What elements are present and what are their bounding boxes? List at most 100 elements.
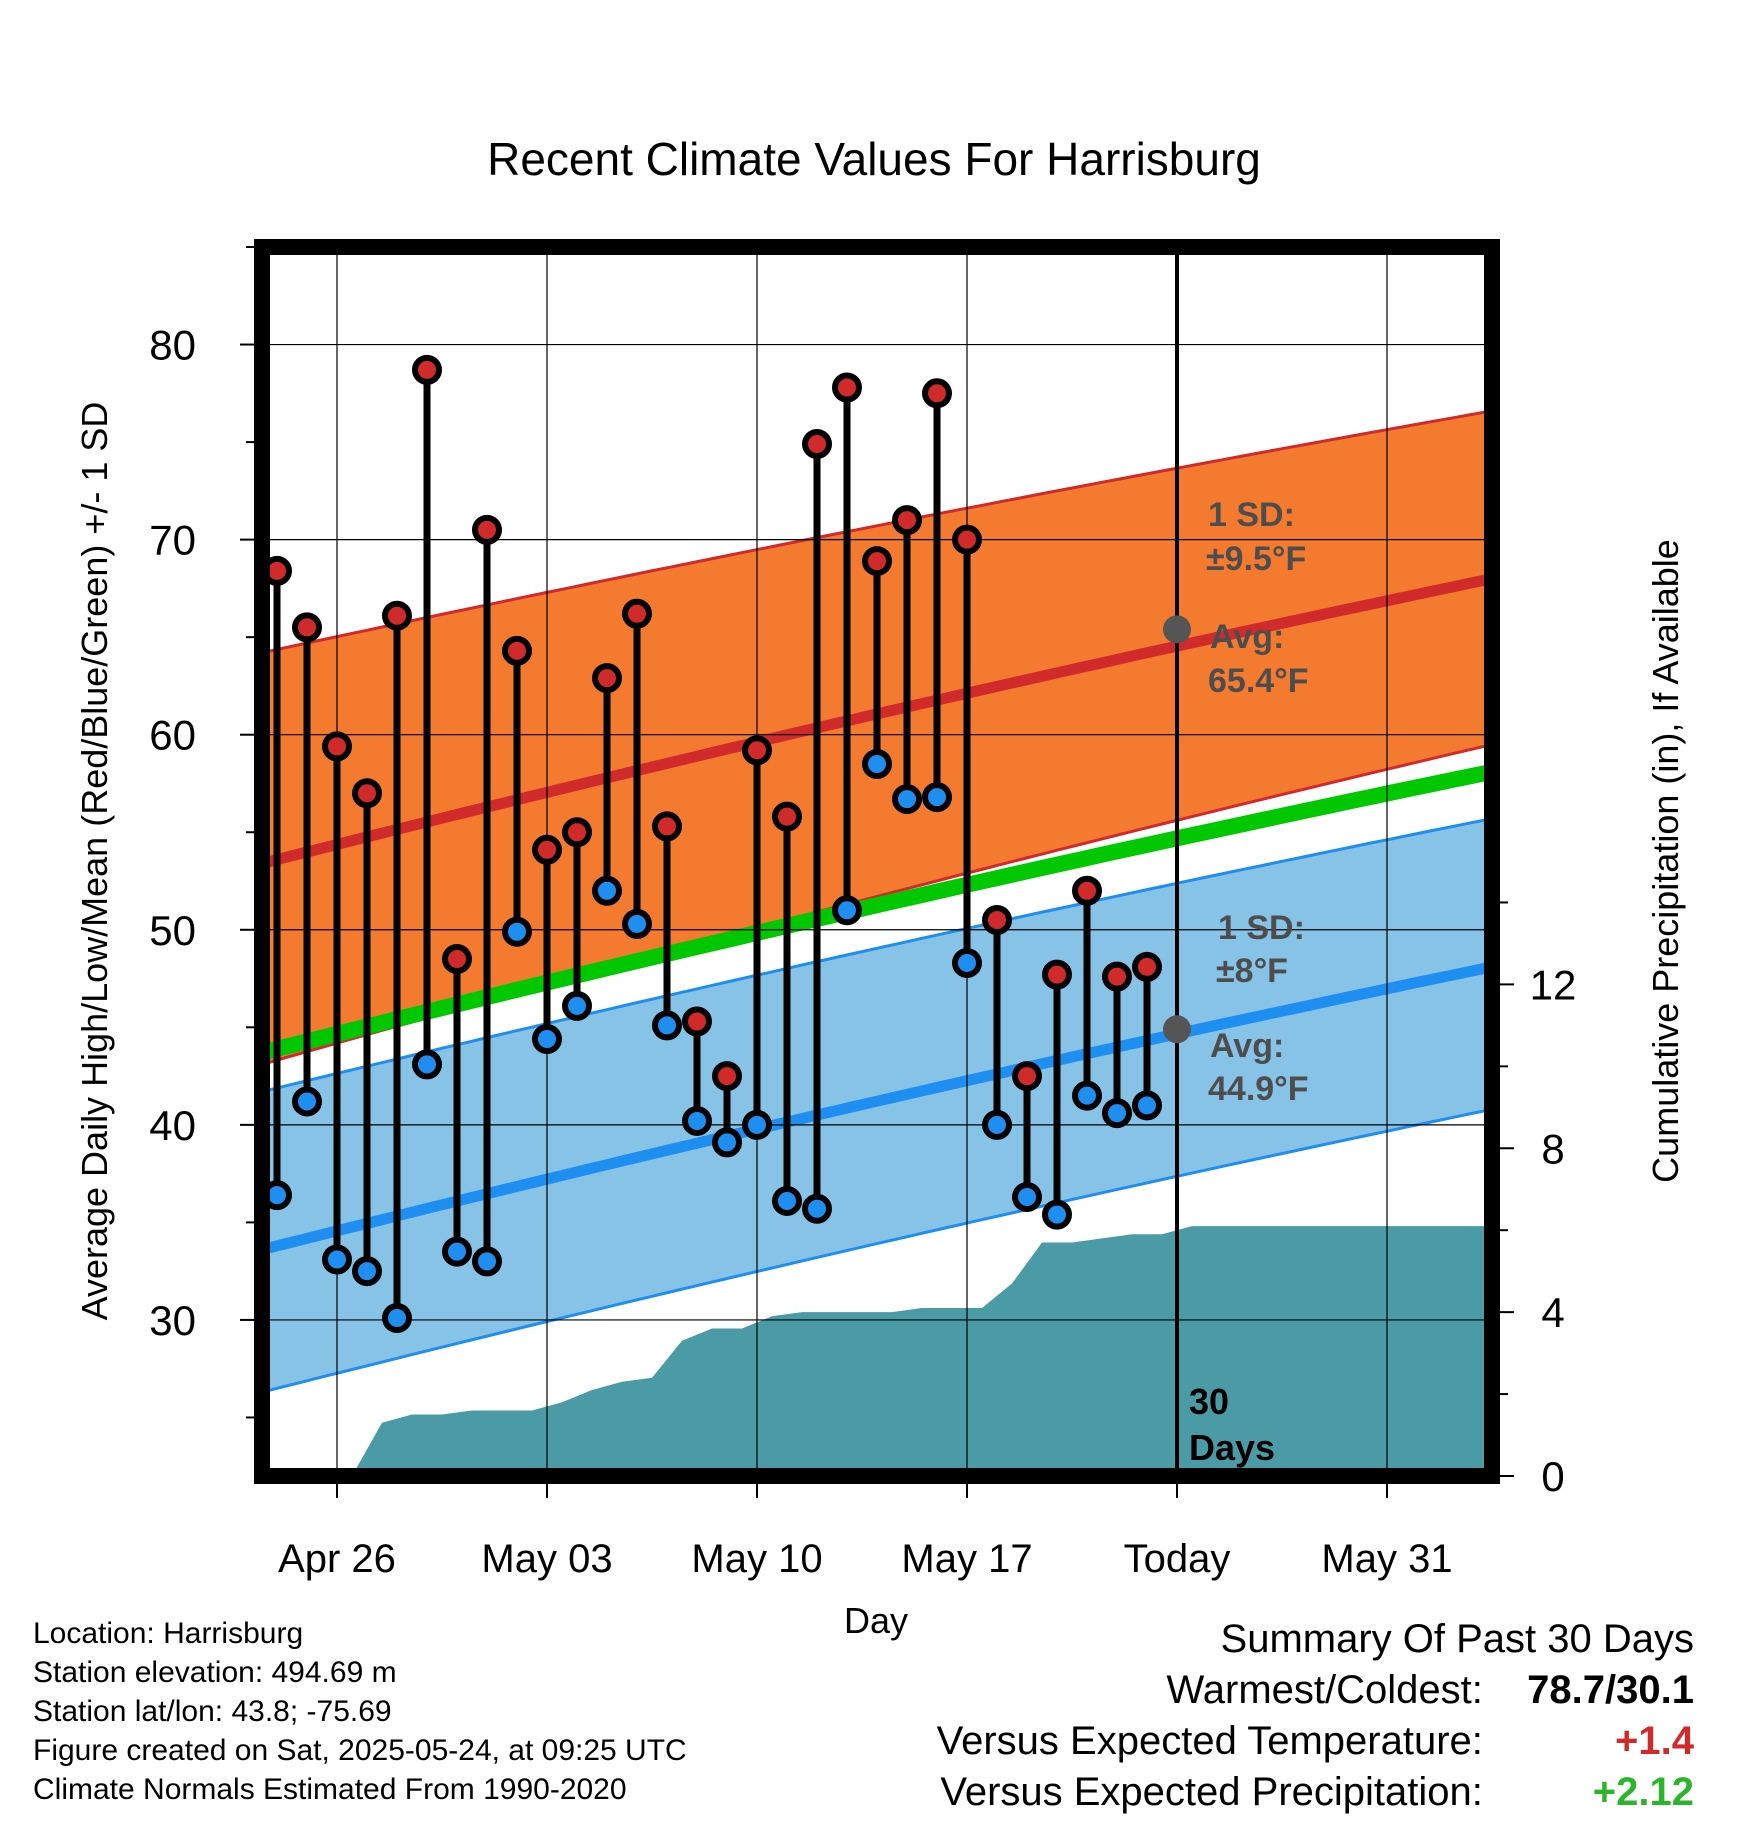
high-temp-point bbox=[622, 598, 652, 629]
precipitation-area bbox=[322, 1226, 1492, 1476]
x-tick-label: May 17 bbox=[901, 1537, 1032, 1581]
low-temp-point bbox=[922, 782, 952, 813]
low-temp-point bbox=[1012, 1182, 1042, 1213]
low-temp-point bbox=[592, 875, 622, 906]
y-axis-label: Average Daily High/Low/Mean (Red/Blue/Gr… bbox=[74, 402, 115, 1321]
precip-value: +2.12 bbox=[1592, 1770, 1694, 1814]
low-temp-point bbox=[682, 1105, 712, 1136]
low-temp-point bbox=[862, 748, 892, 779]
normals-text: Climate Normals Estimated From 1990-2020 bbox=[33, 1773, 627, 1806]
low-temp-point bbox=[952, 947, 982, 978]
high-temp-point bbox=[502, 635, 532, 666]
warmest-value: 78.7/30.1 bbox=[1527, 1668, 1694, 1712]
high-temp-point bbox=[382, 600, 412, 631]
summary-panel: Summary Of Past 30 Days Warmest/Coldest:… bbox=[937, 1614, 1694, 1818]
low-temp-point bbox=[652, 1010, 682, 1041]
low-temp-point bbox=[562, 990, 592, 1021]
y-tick-label: 50 bbox=[149, 907, 196, 954]
y2-tick-label: 8 bbox=[1541, 1125, 1564, 1172]
high-temp-point bbox=[592, 663, 622, 694]
low-temp-point bbox=[382, 1302, 412, 1333]
x-tick-label: May 03 bbox=[481, 1537, 612, 1581]
high-temp-point bbox=[1012, 1061, 1042, 1092]
low-temp-point bbox=[772, 1185, 802, 1216]
low-temp-point bbox=[1042, 1199, 1072, 1230]
high-temp-point bbox=[532, 834, 562, 865]
low-temp-point bbox=[712, 1127, 742, 1158]
y-tick-label: 80 bbox=[149, 322, 196, 369]
temp-row: Versus Expected Temperature: +1.4 bbox=[937, 1716, 1694, 1767]
high-temp-point bbox=[1072, 875, 1102, 906]
high-temp-point bbox=[832, 372, 862, 403]
low-sd-value: ±8°F bbox=[1216, 952, 1288, 990]
y-tick-label: 70 bbox=[149, 517, 196, 564]
high-temp-point bbox=[442, 944, 472, 975]
y-tick-label: 30 bbox=[149, 1297, 196, 1344]
location-text: Location: Harrisburg bbox=[33, 1617, 304, 1650]
temp-label: Versus Expected Temperature: bbox=[936, 1719, 1483, 1763]
mean-normal-line bbox=[262, 763, 1492, 1061]
high-temp-point bbox=[922, 378, 952, 409]
y2-tick-label: 4 bbox=[1541, 1289, 1564, 1336]
low-temp-point bbox=[352, 1256, 382, 1287]
precip-label: Versus Expected Precipitation: bbox=[940, 1770, 1483, 1814]
high-temp-point bbox=[292, 612, 322, 643]
high-temp-point bbox=[652, 811, 682, 842]
x-axis-label: Day bbox=[844, 1600, 908, 1641]
low-temp-point bbox=[1132, 1090, 1162, 1121]
high-temp-point bbox=[1042, 959, 1072, 990]
low-sd-label: 1 SD: bbox=[1218, 909, 1305, 947]
high-temp-point bbox=[772, 801, 802, 832]
high-temp-point bbox=[352, 778, 382, 809]
x-tick-label: Today bbox=[1124, 1537, 1231, 1581]
low-temp-point bbox=[622, 908, 652, 939]
low-temp-point bbox=[742, 1109, 772, 1140]
chart-title: Recent Climate Values For Harrisburg bbox=[487, 133, 1261, 185]
low-temp-point bbox=[1072, 1080, 1102, 1111]
low-temp-point bbox=[472, 1246, 502, 1277]
today-label: 30 bbox=[1189, 1381, 1229, 1422]
low-temp-point bbox=[442, 1236, 472, 1267]
data-marks bbox=[262, 354, 1162, 1333]
temp-value: +1.4 bbox=[1615, 1719, 1694, 1763]
high-temp-point bbox=[322, 731, 352, 762]
elevation-text: Station elevation: 494.69 m bbox=[33, 1656, 397, 1689]
plot-area: 30 Days 1 SD: ±9.5°F Avg: 65.4°F 1 SD: ±8°F Avg:… bbox=[262, 247, 1492, 1476]
y-tick-label: 60 bbox=[149, 712, 196, 759]
low-temp-point bbox=[982, 1109, 1012, 1140]
high-temp-point bbox=[892, 505, 922, 536]
plot-frame bbox=[254, 239, 1500, 1484]
low-temp-point bbox=[412, 1049, 442, 1080]
high-temp-point bbox=[742, 735, 772, 766]
created-text: Figure created on Sat, 2025-05-24, at 09… bbox=[33, 1734, 687, 1767]
summary-title: Summary Of Past 30 Days bbox=[1220, 1617, 1694, 1661]
high-temp-point bbox=[472, 514, 502, 545]
warmest-row: Warmest/Coldest: 78.7/30.1 bbox=[937, 1665, 1695, 1716]
high-temp-point bbox=[952, 524, 982, 555]
low-temp-point bbox=[802, 1193, 832, 1224]
high-temp-point bbox=[412, 354, 442, 385]
high-sd-value: ±9.5°F bbox=[1206, 540, 1306, 578]
today-low-normal-marker bbox=[1163, 1015, 1191, 1044]
precip-row: Versus Expected Precipitation: +2.12 bbox=[937, 1767, 1694, 1818]
high-temp-point bbox=[802, 429, 832, 460]
low-normal-line bbox=[262, 961, 1492, 1256]
low-lower-line bbox=[262, 1107, 1492, 1394]
high-temp-point bbox=[712, 1061, 742, 1092]
station-info: Location: Harrisburg Station elevation: … bbox=[33, 1614, 687, 1809]
high-temp-point bbox=[982, 905, 1012, 936]
high-avg-label: Avg: bbox=[1210, 618, 1284, 656]
x-tick-label: May 31 bbox=[1321, 1537, 1452, 1581]
low-temp-point bbox=[1102, 1098, 1132, 1129]
high-temp-point bbox=[682, 1006, 712, 1037]
low-temp-point bbox=[292, 1086, 322, 1117]
low-temp-point bbox=[502, 916, 532, 947]
warmest-label: Warmest/Coldest: bbox=[1166, 1668, 1483, 1712]
low-upper-line bbox=[262, 817, 1492, 1094]
today-high-normal-marker bbox=[1163, 615, 1191, 644]
low-temp-point bbox=[322, 1244, 352, 1275]
low-temp-point bbox=[832, 895, 862, 926]
axes: 30 40 50 60 70 80 0 4 8 12 Apr 26 May 03 May 10 May 1… bbox=[149, 246, 1576, 1581]
high-upper-line bbox=[262, 409, 1492, 655]
